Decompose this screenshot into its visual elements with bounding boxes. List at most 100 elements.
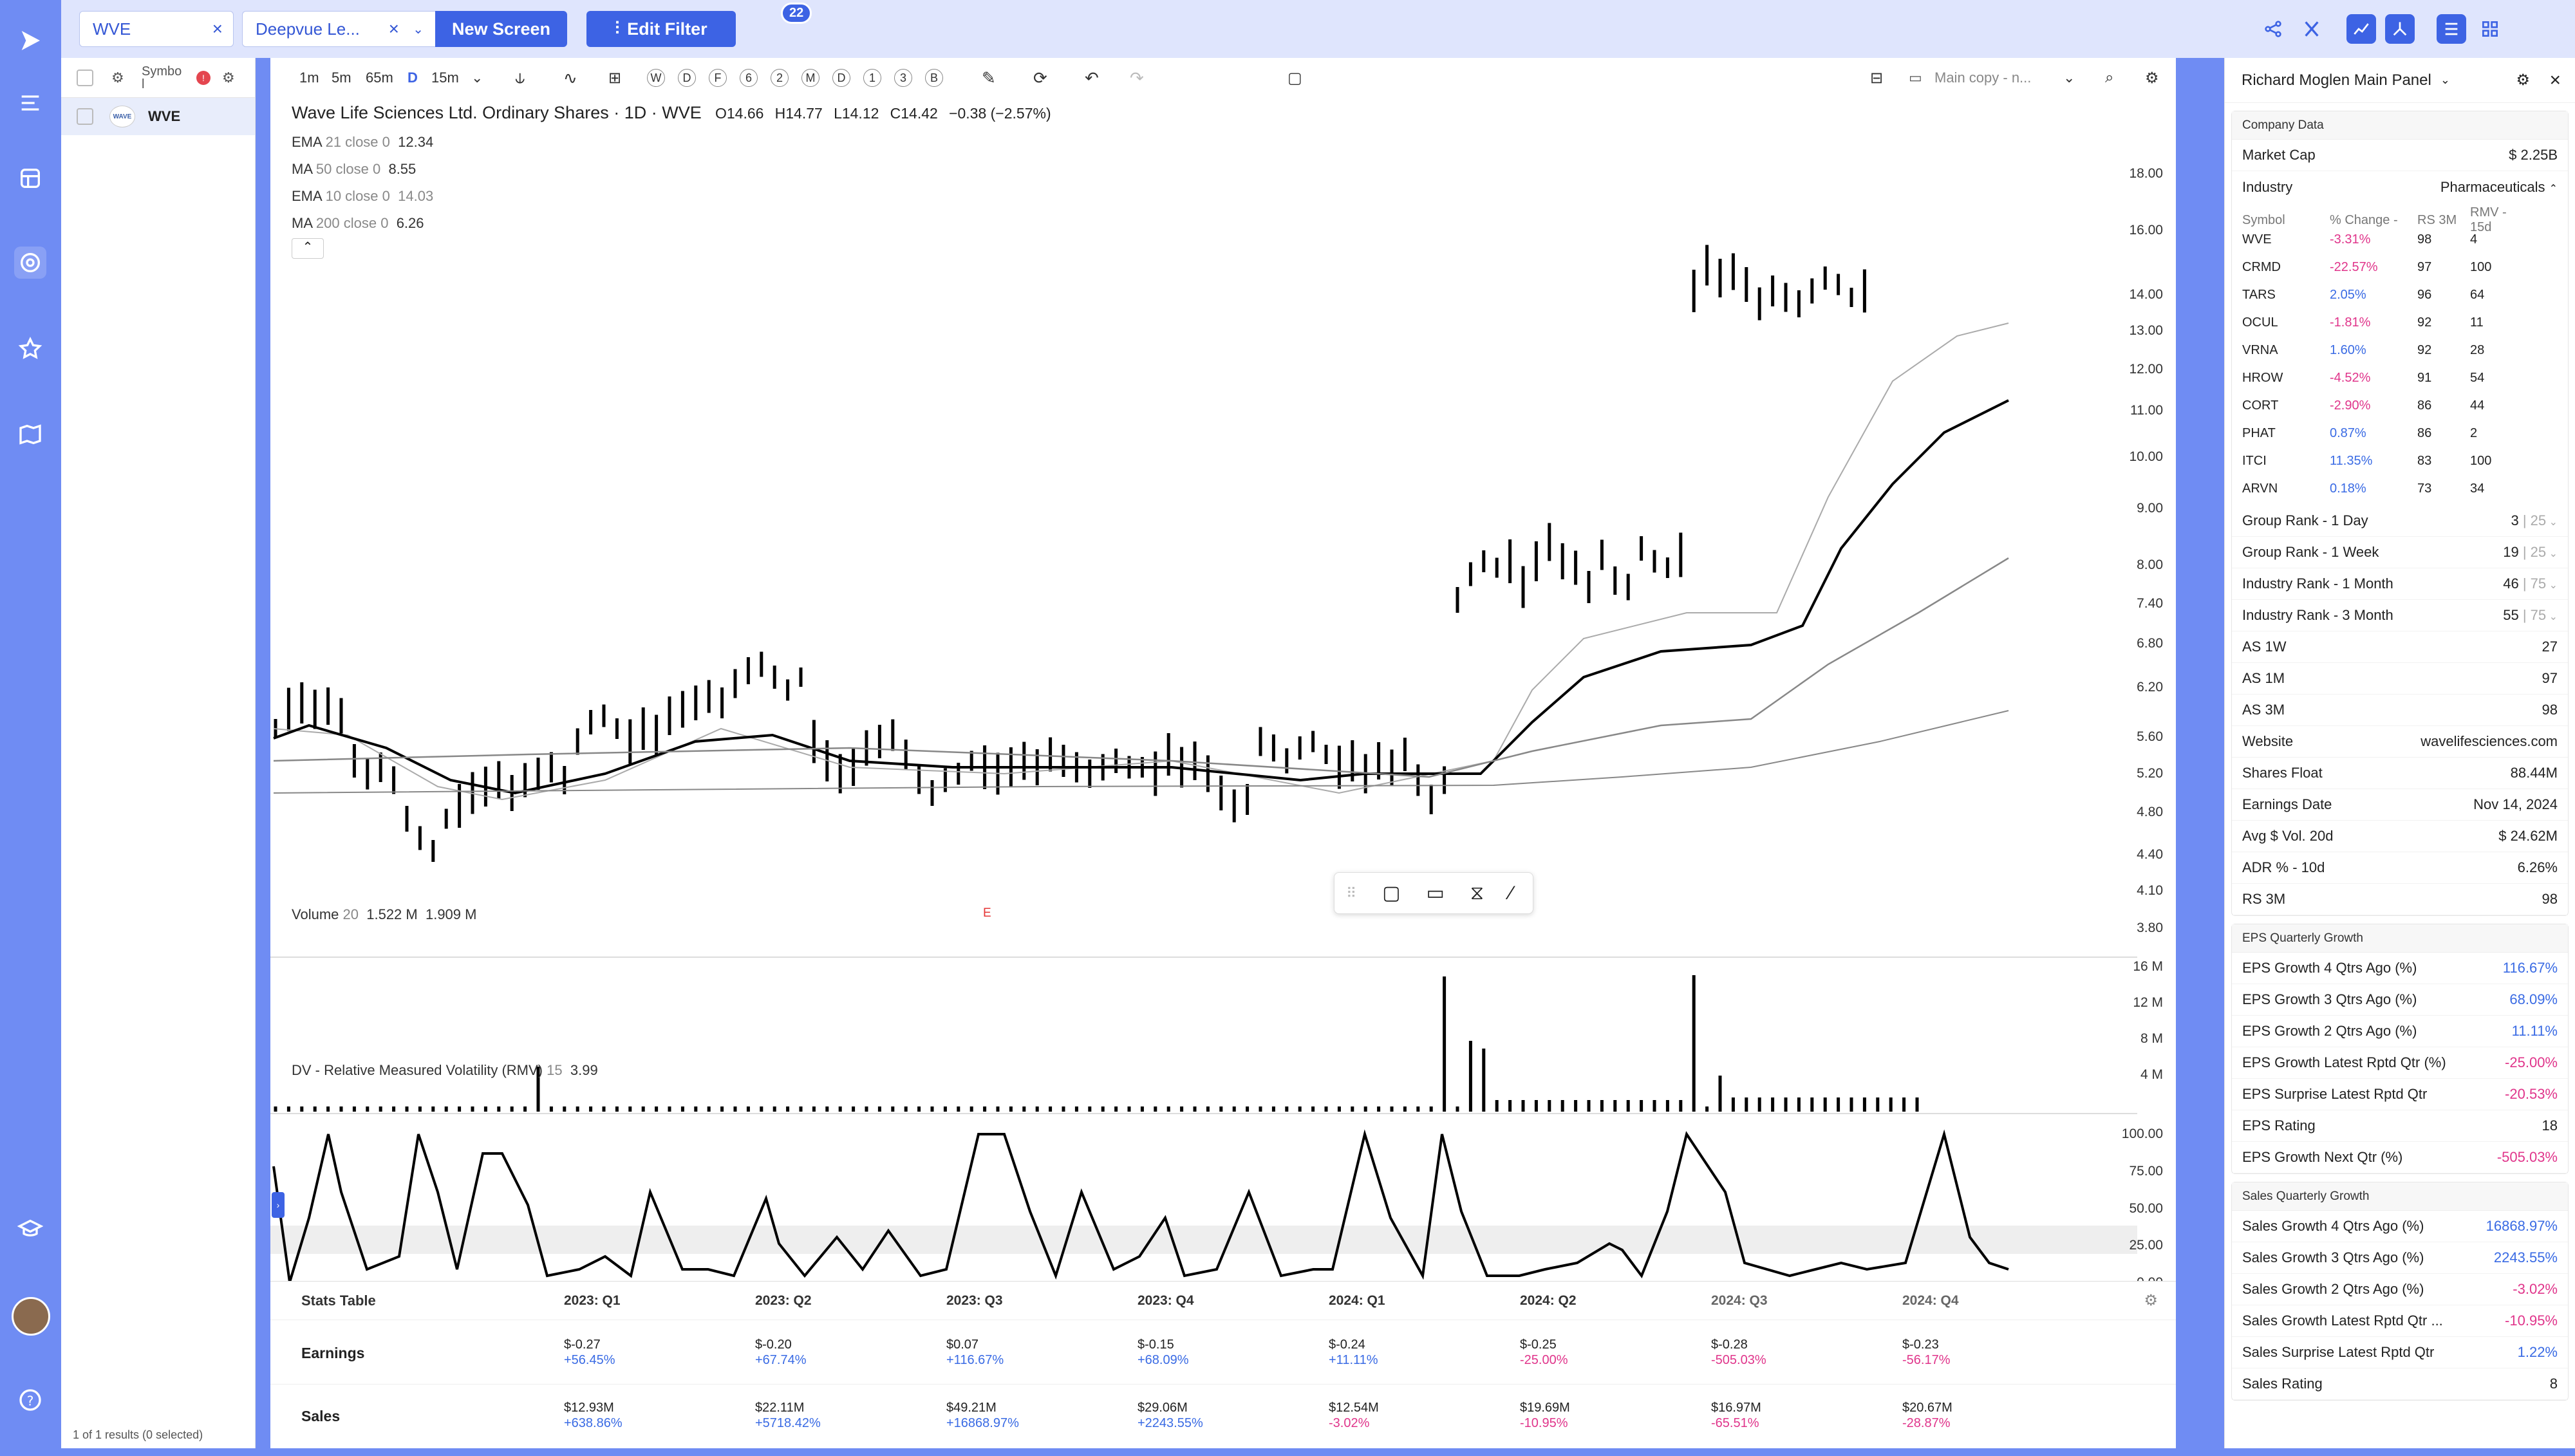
watchlist-row[interactable]: WAVE WVE bbox=[61, 98, 255, 135]
symbol-column-header[interactable]: Symbo l bbox=[142, 64, 182, 91]
earnings-marker[interactable]: E bbox=[983, 906, 991, 920]
close-icon[interactable]: × bbox=[388, 19, 399, 39]
period-d2[interactable]: D bbox=[832, 69, 850, 87]
layout-icon[interactable] bbox=[2385, 14, 2415, 44]
industry-symbol[interactable]: CORT bbox=[2242, 398, 2279, 413]
industry-row[interactable]: VRNA 1.60% 92 28 bbox=[2237, 337, 2563, 364]
row-value[interactable]: wavelifesciences.com bbox=[2420, 733, 2558, 749]
row-symbol[interactable]: WVE bbox=[148, 108, 181, 124]
rectangle-tool-icon[interactable]: ▢ bbox=[1382, 882, 1401, 904]
drag-handle-icon[interactable]: ⠿ bbox=[1346, 884, 1357, 901]
chart-view-icon[interactable] bbox=[2346, 14, 2376, 44]
close-icon[interactable]: × bbox=[2549, 69, 2561, 91]
new-screen-button[interactable]: New Screen bbox=[435, 11, 567, 47]
screener-icon[interactable] bbox=[14, 247, 46, 279]
gear-icon[interactable]: ⚙ bbox=[2516, 71, 2530, 89]
rank-value[interactable]: 19 | 25 ⌄ bbox=[2503, 544, 2558, 561]
industry-row[interactable]: WVE -3.31% 98 4 bbox=[2237, 226, 2563, 254]
rank-value[interactable]: 55 | 75 ⌄ bbox=[2503, 607, 2558, 624]
layout-icon[interactable]: ▭ bbox=[1909, 70, 1922, 86]
industry-symbol[interactable]: TARS bbox=[2242, 288, 2276, 302]
rank-value[interactable]: 3 | 25 ⌄ bbox=[2511, 512, 2558, 529]
rank-value[interactable]: 46 | 75 ⌄ bbox=[2503, 575, 2558, 592]
industry-row[interactable]: ITCI 11.35% 83 100 bbox=[2237, 447, 2563, 475]
industry-symbol[interactable]: VRNA bbox=[2242, 343, 2278, 357]
period-b[interactable]: B bbox=[925, 69, 943, 87]
period-6[interactable]: 6 bbox=[740, 69, 758, 87]
layout-toggle-icon[interactable]: ⊟ bbox=[1870, 69, 1884, 87]
col-change[interactable]: % Change - bbox=[2330, 212, 2398, 227]
menu-icon[interactable] bbox=[14, 87, 46, 119]
price-chart[interactable] bbox=[270, 98, 2137, 1337]
period-m[interactable]: M bbox=[801, 69, 819, 87]
redo-icon[interactable]: ↷ bbox=[1130, 68, 1144, 88]
row-checkbox[interactable] bbox=[77, 108, 93, 125]
x-social-icon[interactable] bbox=[2297, 14, 2327, 44]
comment-tool-icon[interactable]: ▭ bbox=[1426, 882, 1445, 904]
panel-title[interactable]: Richard Moglen Main Panel bbox=[2242, 71, 2431, 89]
share-icon[interactable] bbox=[2258, 14, 2288, 44]
industry-symbol[interactable]: ITCI bbox=[2242, 454, 2267, 468]
interval-1m[interactable]: 1m bbox=[299, 70, 319, 86]
volume-legend[interactable]: Volume 20 1.522 M 1.909 M bbox=[292, 906, 476, 923]
period-3[interactable]: 3 bbox=[894, 69, 912, 87]
line-tool-icon[interactable]: ⁄ bbox=[1509, 882, 1513, 904]
interval-d[interactable]: D bbox=[407, 70, 418, 86]
search-icon[interactable]: ⌕ bbox=[2105, 69, 2114, 86]
close-icon[interactable]: × bbox=[212, 19, 223, 39]
period-1[interactable]: 1 bbox=[863, 69, 881, 87]
col-rs3m[interactable]: RS 3M bbox=[2417, 212, 2457, 227]
dashboard-icon[interactable] bbox=[14, 162, 46, 194]
industry-row[interactable]: OCUL -1.81% 92 11 bbox=[2237, 309, 2563, 337]
bar-style-icon[interactable]: ⫝ bbox=[515, 68, 525, 87]
chevron-down-icon[interactable]: ⌄ bbox=[2440, 73, 2450, 86]
deepvue-logo-icon[interactable] bbox=[14, 24, 46, 57]
education-icon[interactable] bbox=[14, 1213, 46, 1246]
help-icon[interactable]: ? bbox=[14, 1384, 46, 1416]
industry-row[interactable]: PHAT 0.87% 86 2 bbox=[2237, 420, 2563, 447]
industry-row[interactable]: TARS 2.05% 96 64 bbox=[2237, 281, 2563, 309]
user-avatar[interactable] bbox=[12, 1297, 50, 1336]
period-d[interactable]: D bbox=[678, 69, 696, 87]
symbol-tab[interactable]: WVE × bbox=[79, 11, 234, 47]
industry-value[interactable]: Pharmaceuticals ⌃ bbox=[2440, 179, 2558, 196]
refresh-icon[interactable]: ⟳ bbox=[1033, 68, 1047, 88]
industry-row[interactable]: CORT -2.90% 86 44 bbox=[2237, 392, 2563, 420]
star-icon[interactable] bbox=[14, 333, 46, 365]
undo-icon[interactable]: ↶ bbox=[1085, 68, 1099, 88]
industry-symbol[interactable]: PHAT bbox=[2242, 426, 2276, 440]
edit-filter-button[interactable]: ⫶ Edit Filter bbox=[586, 11, 736, 47]
indicators-icon[interactable]: ∿ bbox=[563, 68, 577, 88]
col-rmv[interactable]: RMV - 15d bbox=[2470, 205, 2507, 234]
collapse-pane-button[interactable]: › bbox=[272, 1192, 285, 1218]
list-view-icon[interactable] bbox=[2437, 14, 2466, 44]
draw-icon[interactable]: ✎ bbox=[982, 68, 996, 88]
gear-icon[interactable]: ⚙ bbox=[2145, 69, 2159, 87]
interval-15m[interactable]: 15m bbox=[431, 70, 459, 86]
grid-view-icon[interactable] bbox=[2475, 14, 2505, 44]
collapse-legend-button[interactable]: ⌃ bbox=[292, 238, 324, 259]
industry-symbol[interactable]: OCUL bbox=[2242, 315, 2278, 330]
candle-tool-icon[interactable]: ⧖ bbox=[1470, 882, 1484, 904]
interval-5m[interactable]: 5m bbox=[332, 70, 351, 86]
period-w[interactable]: W bbox=[647, 69, 665, 87]
industry-symbol[interactable]: WVE bbox=[2242, 232, 2272, 247]
interval-65m[interactable]: 65m bbox=[366, 70, 393, 86]
indicator-ma50[interactable]: MA 50 close 0 8.55 bbox=[292, 161, 416, 178]
chevron-down-icon[interactable]: ⌄ bbox=[2063, 70, 2075, 86]
layout-name[interactable]: Main copy - n... bbox=[1934, 70, 2032, 86]
indicator-ema10[interactable]: EMA 10 close 0 14.03 bbox=[292, 188, 433, 205]
industry-row[interactable]: CRMD -22.57% 97 100 bbox=[2237, 254, 2563, 281]
col-symbol[interactable]: Symbol bbox=[2242, 212, 2285, 227]
settings-icon[interactable]: ⚙ bbox=[222, 69, 235, 86]
period-f[interactable]: F bbox=[709, 69, 727, 87]
snapshot-icon[interactable]: ▢ bbox=[1288, 69, 1302, 87]
gear-icon[interactable]: ⚙ bbox=[111, 69, 124, 86]
industry-symbol[interactable]: ARVN bbox=[2242, 481, 2278, 496]
gear-icon[interactable]: ⚙ bbox=[2144, 1292, 2158, 1309]
industry-symbol[interactable]: HROW bbox=[2242, 371, 2283, 385]
industry-row[interactable]: ARVN 0.18% 73 34 bbox=[2237, 475, 2563, 503]
chevron-down-icon[interactable]: ⌄ bbox=[471, 70, 483, 86]
indicator-ma200[interactable]: MA 200 close 0 6.26 bbox=[292, 215, 424, 232]
alert-icon[interactable]: ! bbox=[196, 70, 211, 85]
